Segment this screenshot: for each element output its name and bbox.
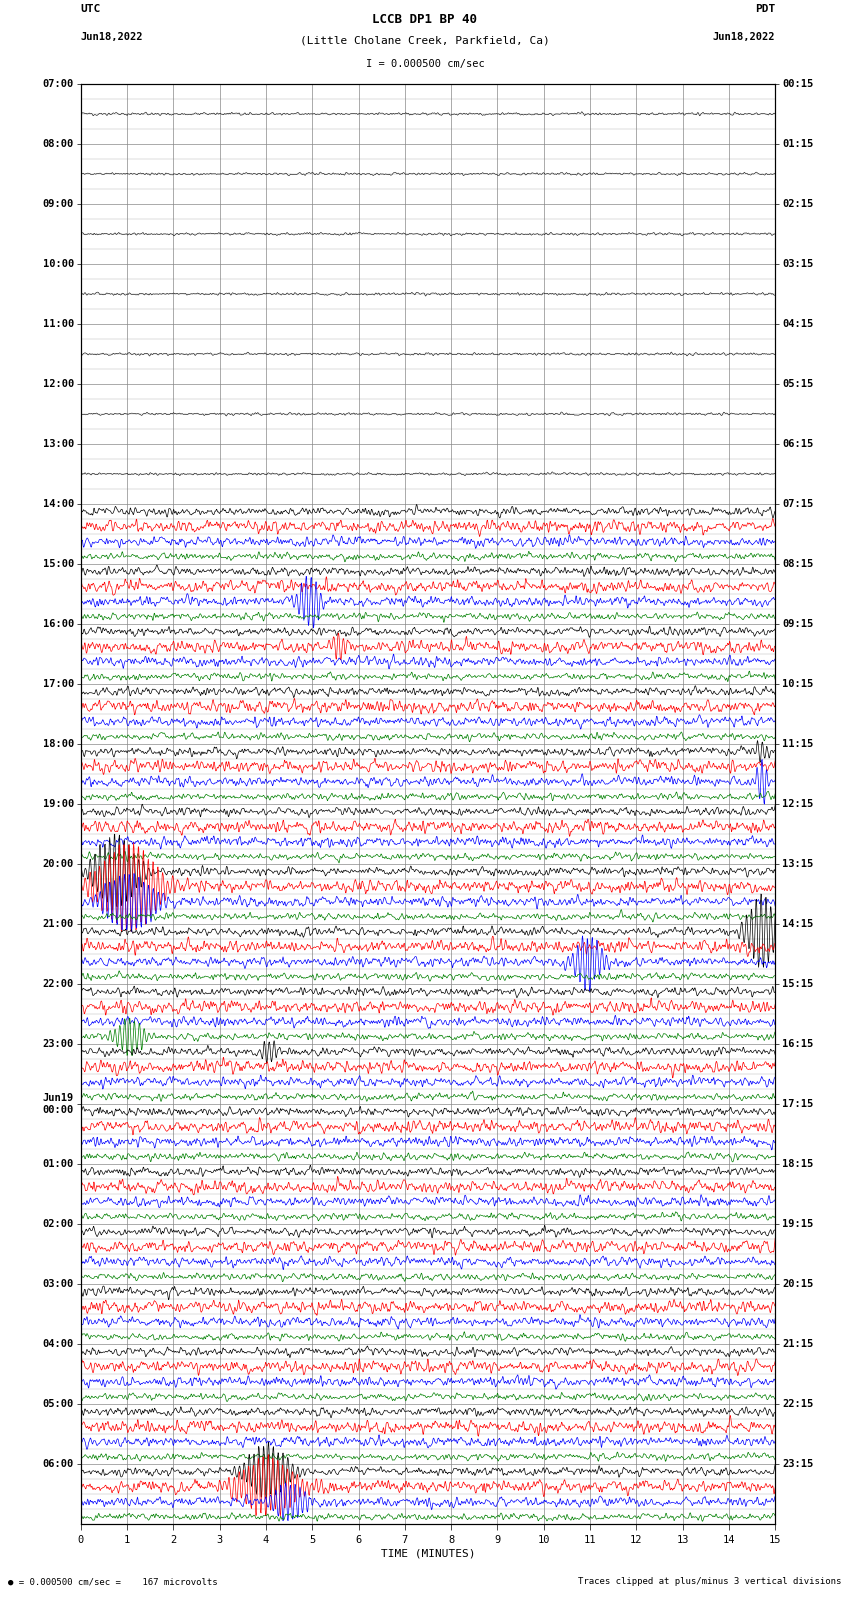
Text: PDT: PDT: [755, 5, 775, 15]
Text: (Little Cholane Creek, Parkfield, Ca): (Little Cholane Creek, Parkfield, Ca): [300, 35, 550, 45]
Text: UTC: UTC: [81, 5, 101, 15]
Text: Jun18,2022: Jun18,2022: [81, 32, 144, 42]
Text: LCCB DP1 BP 40: LCCB DP1 BP 40: [372, 13, 478, 26]
Text: ● = 0.000500 cm/sec =    167 microvolts: ● = 0.000500 cm/sec = 167 microvolts: [8, 1578, 218, 1587]
Text: I = 0.000500 cm/sec: I = 0.000500 cm/sec: [366, 58, 484, 69]
Text: Traces clipped at plus/minus 3 vertical divisions: Traces clipped at plus/minus 3 vertical …: [578, 1578, 842, 1587]
Text: Jun18,2022: Jun18,2022: [712, 32, 775, 42]
X-axis label: TIME (MINUTES): TIME (MINUTES): [381, 1548, 475, 1558]
